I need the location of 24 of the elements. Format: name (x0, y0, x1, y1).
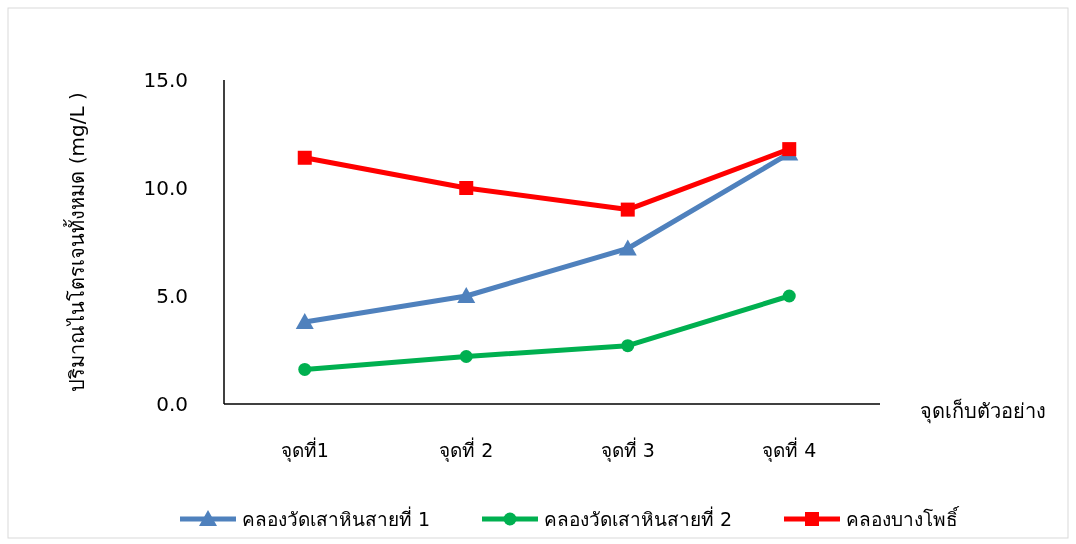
x-axis-title: จุดเก็บตัวอย่าง (920, 398, 1046, 424)
legend-label: คลองวัดเสาหินสายที่ 2 (544, 506, 733, 530)
point (621, 339, 635, 353)
y-tick-label: 15.0 (143, 68, 188, 92)
x-tick-label: จุดที่ 2 (439, 437, 494, 463)
point (459, 349, 473, 363)
x-tick-label: จุดที่ 4 (762, 437, 817, 463)
y-tick-label: 10.0 (143, 176, 188, 200)
legend-label: คลองบางโพธิ์ (846, 505, 960, 530)
point (618, 239, 637, 256)
point (782, 142, 797, 157)
point (298, 362, 312, 376)
y-axis-title: ปริมาณไนโตรเจนทั้งหมด (mg/L ) (63, 92, 89, 392)
point (620, 202, 635, 217)
point (782, 289, 796, 303)
point (457, 287, 476, 303)
x-tick-label: จุดที่1 (280, 437, 329, 463)
y-tick-label: 0.0 (156, 392, 188, 416)
x-tick-label: จุดที่ 3 (600, 437, 655, 463)
point (295, 312, 314, 329)
point (459, 181, 474, 195)
point (297, 150, 312, 165)
legend-label: คลองวัดเสาหินสายที่ 1 (242, 506, 431, 530)
y-tick-label: 5.0 (156, 284, 188, 308)
